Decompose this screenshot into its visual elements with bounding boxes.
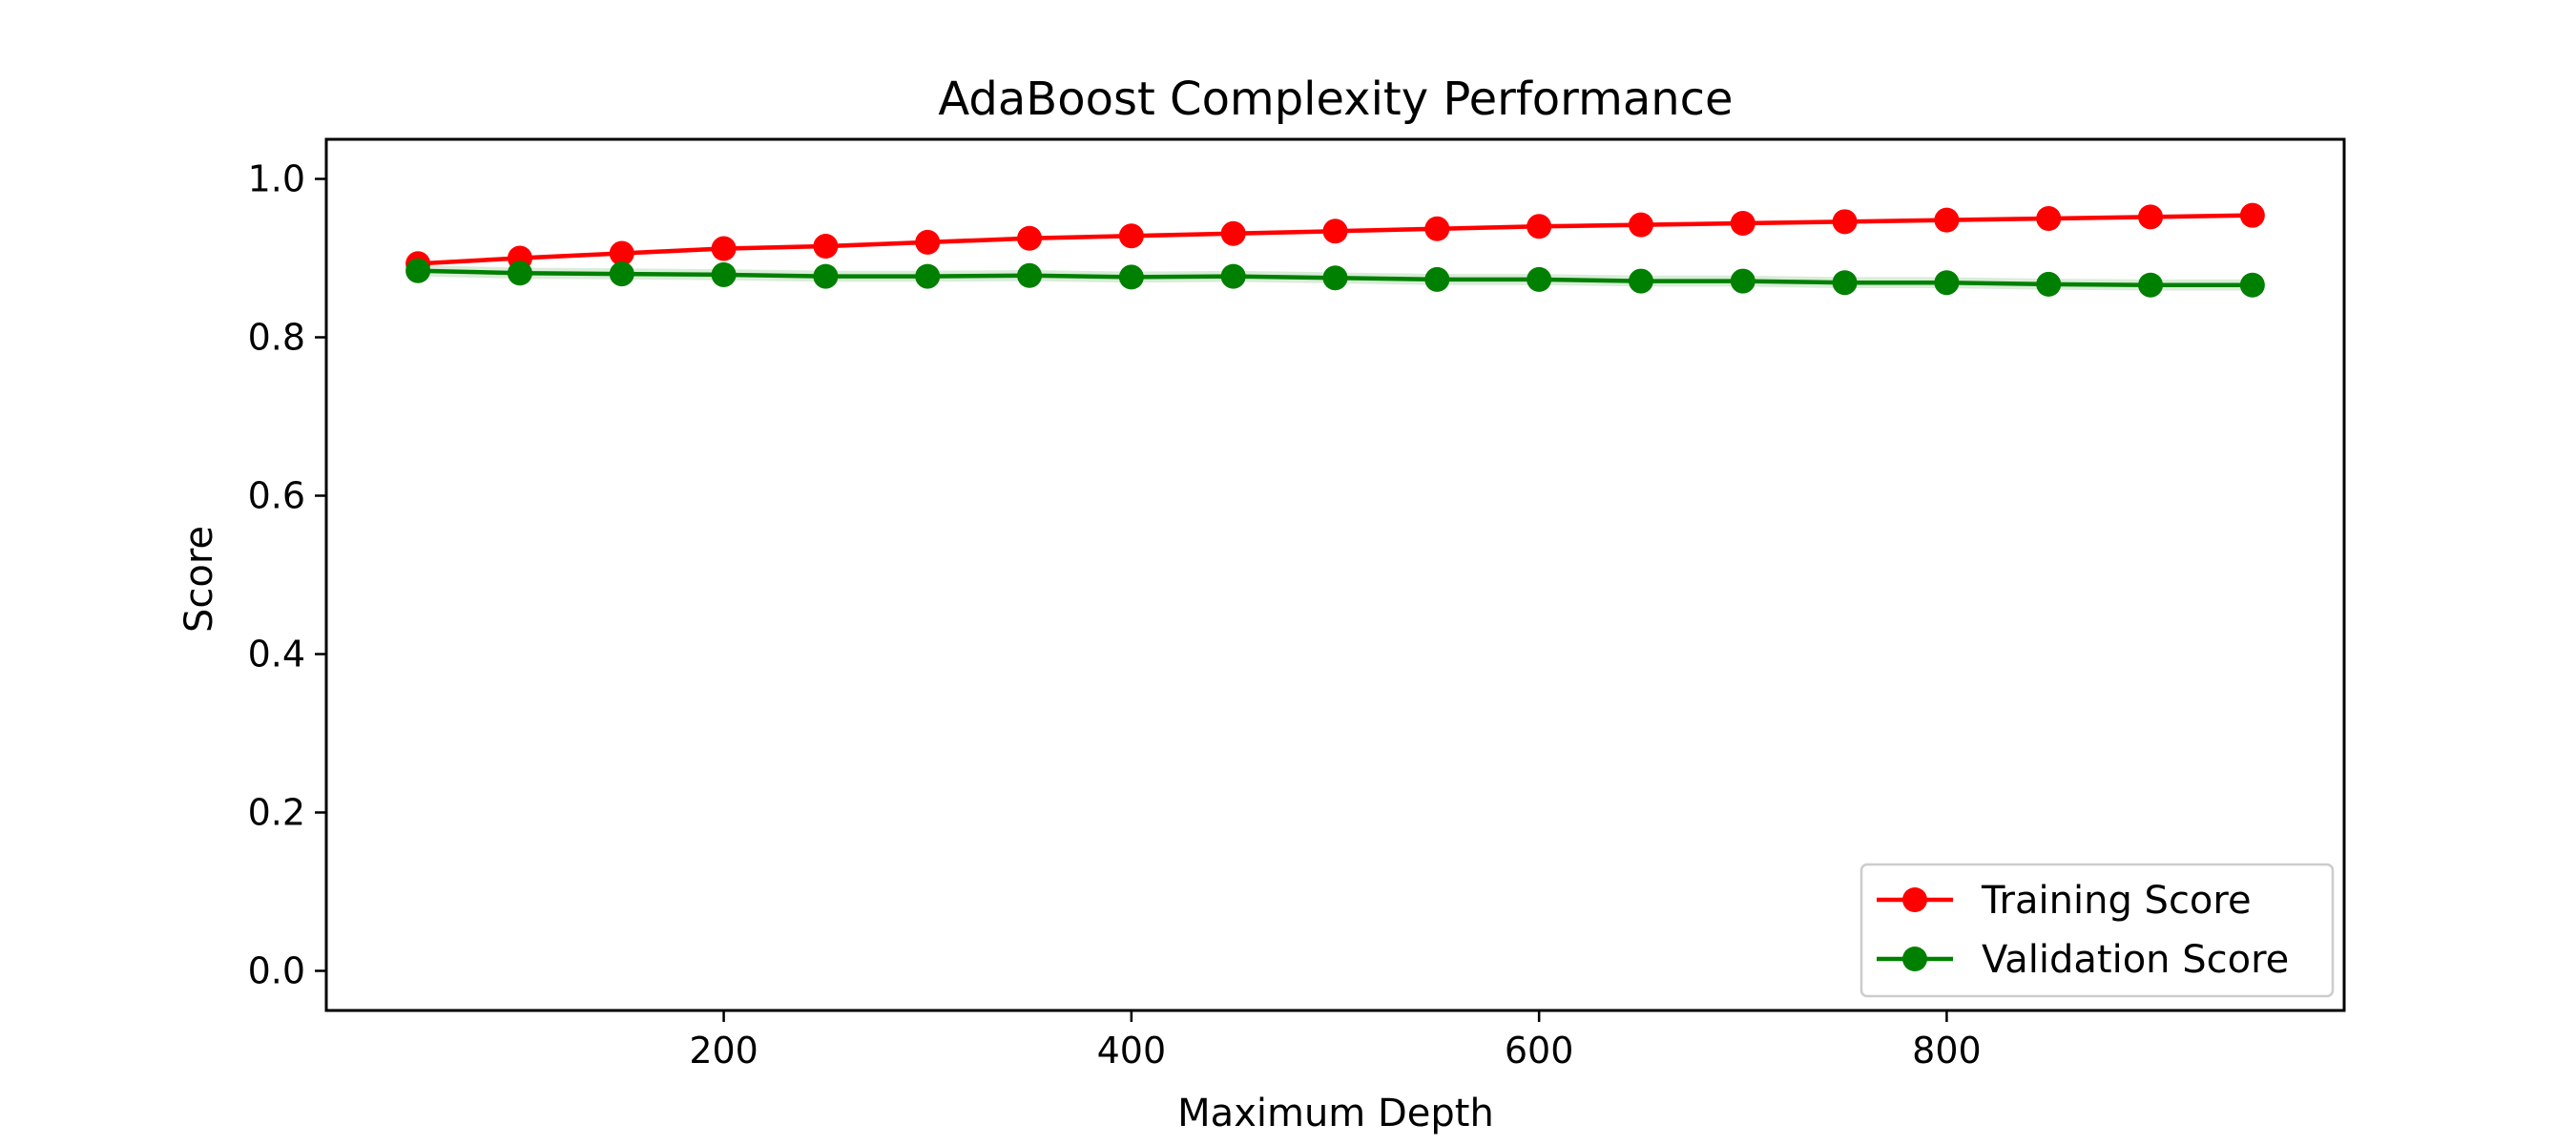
x-tick-label: 800 [1912,1030,1982,1072]
y-tick-label: 0.0 [248,950,305,992]
x-tick-label: 400 [1097,1030,1167,1072]
validation-score-point [2036,271,2062,297]
training-score-point [813,234,839,260]
y-axis-label: Score [177,526,221,633]
x-tick-label: 200 [689,1030,758,1072]
plot-area-frame [324,137,2346,1012]
training-score-legend-label: Training Score [1981,879,2252,923]
x-axis-ticks: 200 400 600 800 [689,1010,1982,1072]
validation-score-point [507,260,532,286]
training-score-point [609,240,634,266]
y-tick-label: 0.4 [248,634,305,676]
training-score-point [1017,225,1043,251]
y-tick-label: 0.2 [248,792,305,834]
validation-score-point [1118,264,1144,290]
training-score-point [1527,214,1552,239]
chart-title: AdaBoost Complexity Performance [938,73,1733,126]
training-score-point [1424,216,1450,241]
legend-frame [1859,863,2335,998]
training-score-point [711,236,737,261]
validation-score-point [1527,266,1552,292]
training-score-point [1322,219,1348,244]
training-score-point [915,229,941,255]
y-tick-label: 1.0 [248,158,305,200]
legend: Training Score Validation Score [1859,863,2335,998]
validation-score-point [2239,272,2265,298]
x-axis-label: Maximum Depth [1177,1092,1494,1135]
training-score-legend-marker [1902,887,1927,912]
validation-score-point [813,263,839,289]
validation-score-legend-label: Validation Score [1982,938,2289,982]
validation-score-point [915,263,941,289]
y-tick-label: 0.6 [248,475,305,517]
validation-score-point [1220,263,1246,289]
training-score-point [1934,207,1960,233]
series-points [405,202,2265,298]
training-score-point [2036,206,2062,231]
validation-score-point [2138,272,2164,298]
training-score-point [1118,223,1144,249]
validation-score-point [711,261,737,287]
validation-score-point [1322,265,1348,291]
validation-score-point [1730,268,1755,294]
validation-score-point [609,261,634,287]
validation-score-point [1017,262,1043,288]
training-score-point [1220,220,1246,246]
validation-score-point [1424,266,1450,292]
training-score-point [1832,209,1858,235]
y-tick-label: 0.8 [248,317,305,359]
validation-score-point [1934,270,1960,296]
training-score-point [1628,212,1653,238]
validation-score-point [1628,268,1653,294]
x-tick-label: 600 [1505,1030,1574,1072]
training-score-point [1730,210,1755,236]
training-score-point [2138,204,2164,230]
training-score-point [2239,202,2265,228]
validation-score-point [405,258,431,283]
validation-score-legend-marker [1902,947,1927,971]
validation-score-point [1832,270,1858,296]
y-axis-ticks: 0.0 0.2 0.4 0.6 0.8 1.0 [248,158,326,992]
